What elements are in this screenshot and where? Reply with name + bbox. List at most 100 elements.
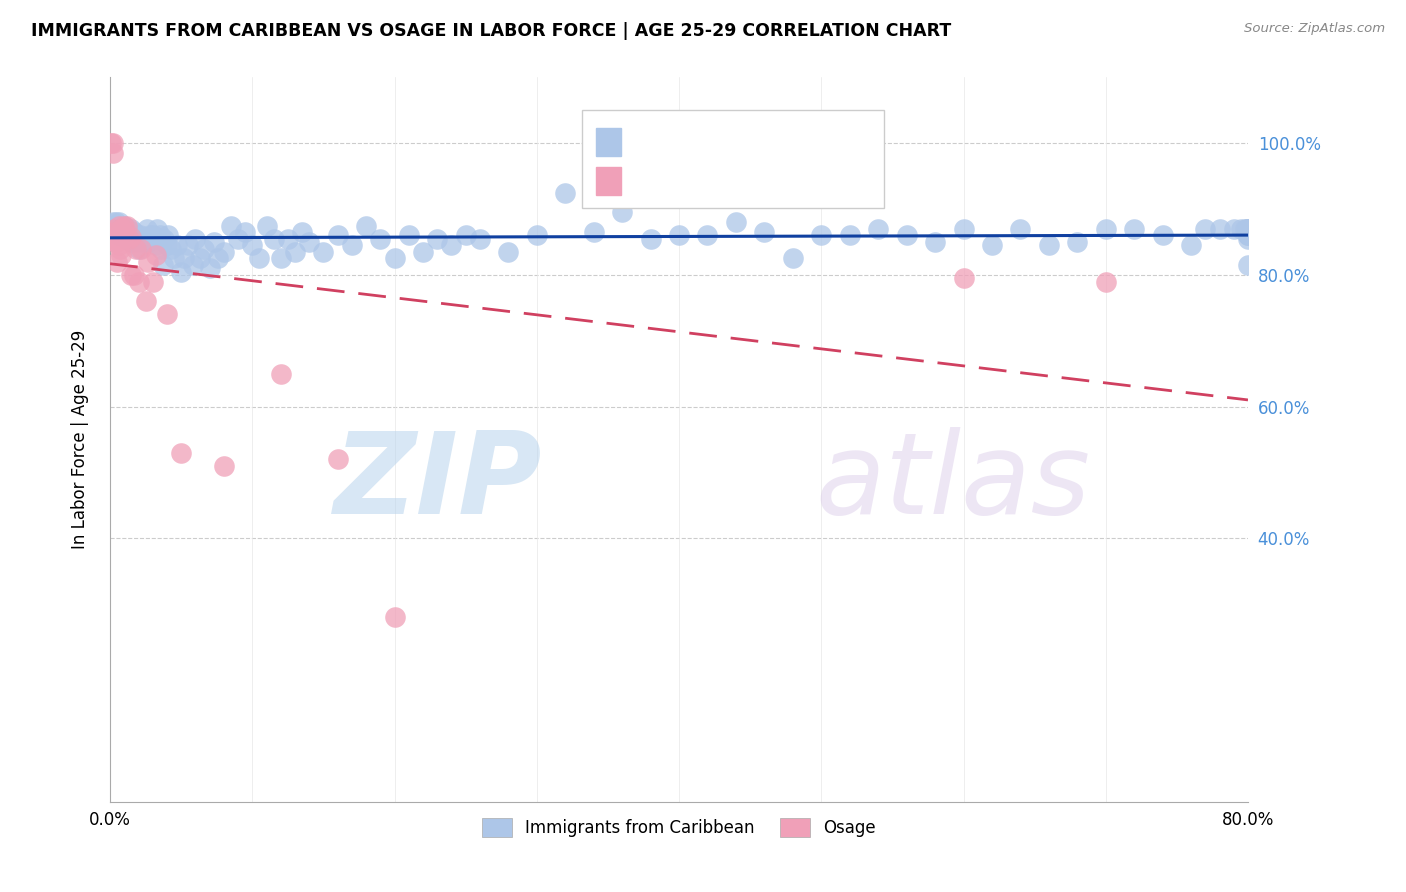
Point [554,186,576,200]
Point [754,225,776,239]
Point [122,225,145,239]
Point [240,238,263,252]
Point [640,232,662,246]
Point [105,254,128,268]
Point [896,228,918,243]
Point [412,244,434,259]
Point [107,219,129,233]
Point [122,268,145,282]
Point [724,215,747,229]
Point [810,228,832,243]
Point [138,235,160,249]
Point [1152,228,1174,243]
Point [1230,222,1253,236]
Point [139,228,162,243]
Point [340,238,363,252]
Point [782,252,804,266]
Point [104,219,127,233]
Point [1194,222,1216,236]
Point [270,252,292,266]
Point [153,232,176,246]
Point [143,232,166,246]
Point [107,215,129,229]
Point [101,136,124,151]
Point [952,271,974,285]
Point [104,225,127,239]
Text: ZIP: ZIP [335,427,543,539]
Point [838,228,860,243]
Point [115,222,138,236]
Point [112,228,135,243]
Point [104,232,127,246]
Point [101,146,124,161]
Point [114,225,136,239]
Point [263,232,285,246]
Point [160,242,183,256]
Point [212,458,235,473]
Point [440,238,463,252]
Point [1094,275,1116,289]
Text: IMMIGRANTS FROM CARIBBEAN VS OSAGE IN LABOR FORCE | AGE 25-29 CORRELATION CHART: IMMIGRANTS FROM CARIBBEAN VS OSAGE IN LA… [31,22,952,40]
Point [131,242,153,256]
Point [103,225,125,239]
Point [1237,222,1260,236]
Point [120,235,142,249]
Point [127,228,149,243]
Point [1010,222,1032,236]
Point [124,242,146,256]
Point [233,225,256,239]
Point [868,222,890,236]
Point [107,219,129,233]
Point [121,232,143,246]
Point [128,275,150,289]
Point [1066,235,1088,249]
Point [312,244,335,259]
Bar [596,167,621,194]
Point [184,232,207,246]
Point [128,242,150,256]
Point [105,219,128,233]
Point [146,222,169,236]
Text: Source: ZipAtlas.com: Source: ZipAtlas.com [1244,22,1385,36]
Point [468,232,491,246]
Point [212,244,235,259]
Y-axis label: In Labor Force | Age 25-29: In Labor Force | Age 25-29 [72,330,89,549]
Point [135,294,157,309]
Point [1237,232,1260,246]
Point [924,235,946,249]
Point [138,254,160,268]
Point [170,445,193,459]
Point [115,219,138,233]
Bar [596,128,621,155]
Point [1236,222,1258,236]
Point [124,235,146,249]
Point [105,225,128,239]
Point [110,222,132,236]
Point [101,215,124,229]
Point [1180,238,1202,252]
Point [149,228,172,243]
Point [103,222,125,236]
Point [107,228,129,243]
Point [135,232,157,246]
Point [1237,222,1260,236]
Point [145,238,167,252]
Point [117,232,139,246]
Point [226,232,249,246]
Point [1237,258,1260,272]
Point [142,228,165,243]
Point [157,228,180,243]
Point [101,222,124,236]
Point [582,225,605,239]
Point [193,242,215,256]
Point [110,228,132,243]
Point [111,222,134,236]
Point [142,275,165,289]
Point [291,225,314,239]
Point [398,228,420,243]
Point [105,222,128,236]
Point [103,225,125,239]
Point [1237,222,1260,236]
Point [111,232,134,246]
Point [108,225,131,239]
